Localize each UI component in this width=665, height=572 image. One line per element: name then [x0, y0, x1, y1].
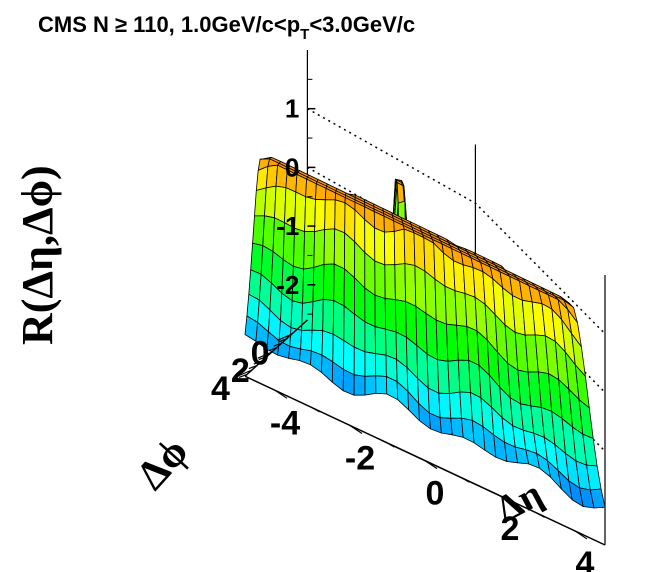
surface-cell: [322, 263, 335, 301]
x-tick: [349, 424, 363, 434]
surface-cell: [375, 375, 388, 395]
surface-cell: [439, 417, 453, 436]
z-gridline: [307, 108, 606, 335]
x-tick: [462, 477, 470, 483]
x-tick: [499, 495, 513, 505]
surface-cell: [300, 329, 313, 352]
surface-cell: [301, 301, 314, 331]
surface-cell: [374, 294, 387, 330]
surface-cell: [384, 298, 397, 333]
surface-cell: [324, 199, 336, 230]
y-tick-label: 4: [211, 370, 230, 408]
surface-cell: [403, 228, 416, 266]
x-tick-label: 2: [501, 510, 520, 548]
surface-cell: [424, 270, 437, 321]
surface-cell: [438, 392, 452, 419]
x-tick: [424, 460, 438, 470]
y-tick: [257, 351, 272, 359]
x-axis-label: Δη: [490, 473, 550, 531]
surface-cell: [448, 391, 462, 419]
surface-cell: [303, 231, 316, 270]
surface-mesh: [244, 156, 606, 509]
surface-cell: [262, 215, 275, 252]
surface-cell: [332, 300, 345, 342]
x-tick: [574, 530, 588, 540]
y-tick-label: 0: [251, 334, 270, 372]
y-tick: [253, 360, 263, 365]
title-tail: <3.0GeV/c: [309, 12, 415, 37]
surface-cell: [333, 228, 346, 270]
z-tick-label: -2: [276, 270, 299, 300]
z-axis-label: R(Δη,Δϕ): [13, 165, 62, 345]
surface-cell: [353, 374, 366, 396]
surface-cell: [425, 312, 438, 361]
surface-cell: [384, 264, 396, 301]
surface-cell: [264, 185, 277, 219]
chart-title: CMS N ≥ 110, 1.0GeV/c<pT<3.0GeV/c: [38, 12, 415, 43]
y-tick: [237, 369, 253, 377]
x-tick-label: 0: [426, 475, 445, 513]
x-tick-label: -4: [270, 404, 300, 442]
title-subscript: T: [300, 26, 309, 43]
surface-cell: [437, 359, 450, 395]
x-tick: [312, 407, 320, 413]
surface-cell: [334, 199, 346, 234]
surface-cell: [353, 346, 366, 377]
surface-cell: [310, 350, 323, 373]
z-tick-label: -1: [276, 211, 299, 241]
surface-cell: [394, 299, 407, 338]
surface-cell: [394, 263, 407, 302]
surface-cell: [364, 375, 377, 396]
surface-cell: [311, 299, 324, 332]
surface-cell: [313, 229, 326, 268]
y-tick: [273, 342, 282, 347]
y-tick: [248, 364, 258, 370]
surface-cell: [374, 260, 386, 299]
surface-cell: [323, 228, 336, 265]
y-tick: [258, 356, 268, 361]
surface-cell: [385, 328, 398, 360]
y-tick: [268, 347, 277, 352]
surface-cell: [364, 351, 377, 377]
surface-cell: [322, 299, 335, 335]
z-tick-label: 1: [285, 94, 299, 124]
surface-cell: [333, 263, 345, 307]
surface-cell: [364, 321, 376, 355]
surface-cell: [374, 326, 387, 356]
surface-cell: [589, 488, 606, 509]
y-tick-label: 2: [231, 352, 250, 390]
x-tick-label: 4: [576, 545, 595, 572]
surface-cell: [414, 265, 427, 314]
surface-cell: [404, 263, 417, 307]
surface-cell: [299, 348, 312, 366]
surface-cell: [374, 227, 386, 266]
surface-cell: [375, 353, 387, 377]
surface-cell: [413, 232, 426, 272]
x-tick-label: -2: [345, 439, 375, 477]
surface-cell: [314, 199, 326, 233]
x-tick: [387, 442, 395, 448]
z-tick-label: 0: [285, 152, 299, 182]
title-main: CMS N ≥ 110, 1.0GeV/c<p: [38, 12, 300, 37]
surface-cell: [288, 345, 302, 361]
x-tick: [274, 389, 288, 399]
surface-cell: [447, 359, 461, 395]
surface-cell: [426, 353, 440, 394]
y-tick: [277, 333, 292, 341]
surface-cell: [450, 417, 464, 438]
y-tick: [278, 338, 287, 343]
x-tick: [537, 512, 545, 518]
surface-cell: [383, 231, 396, 266]
y-tick: [238, 373, 248, 379]
surface-cell: [312, 263, 325, 303]
y-axis-label: Δϕ: [128, 429, 197, 499]
surface-cell: [393, 228, 406, 266]
